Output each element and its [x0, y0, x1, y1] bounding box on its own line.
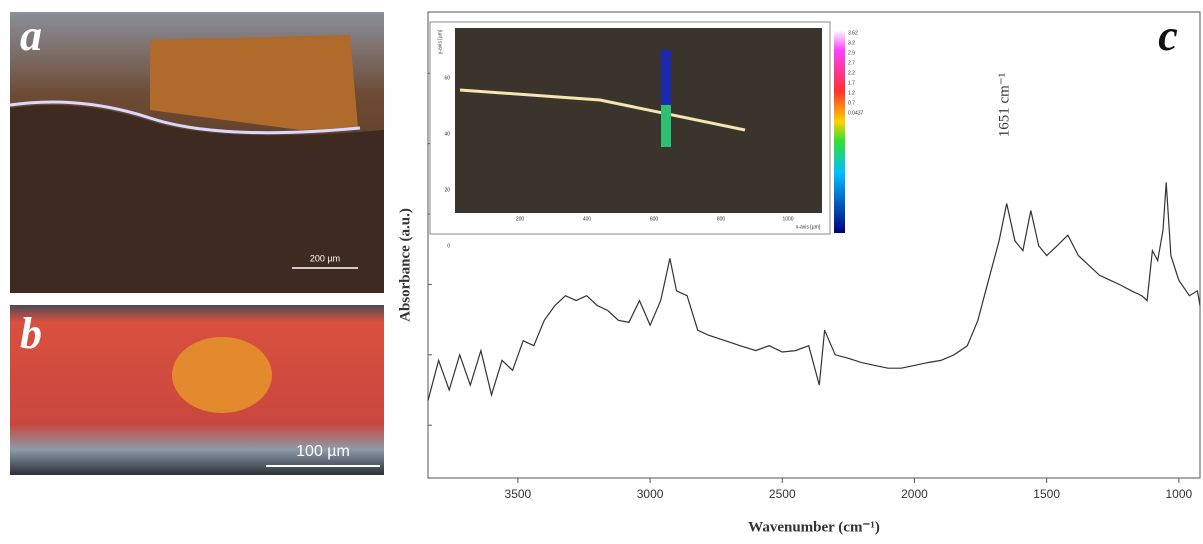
- y-axis-label: Absorbance (a.u.): [397, 208, 413, 322]
- inset-y-axis-label: y-axis [µm]: [437, 29, 443, 54]
- inset-x-tick-label: 600: [650, 216, 659, 222]
- colorbar-tick-label: 2.9: [848, 50, 855, 56]
- colorbar-tick-label: 0.7: [848, 100, 855, 106]
- spectrum-line: [427, 182, 1201, 401]
- inset: [429, 21, 845, 235]
- colorbar-tick-label: 1.7: [848, 80, 855, 86]
- scale-bar-label: 100 µm: [296, 443, 350, 460]
- inset-y-tick-label: 60: [444, 75, 450, 81]
- inset-x-tick-label: 200: [516, 216, 525, 222]
- colorbar-tick-label: 1.2: [848, 90, 855, 96]
- x-tick-label: 2000: [901, 487, 928, 501]
- panel-label: c: [1158, 11, 1178, 60]
- particle: [172, 337, 272, 413]
- layer-line: [459, 88, 746, 132]
- x-tick-label: 1500: [1033, 487, 1060, 501]
- colorbar-tick-label: 2.2: [848, 70, 855, 76]
- plot-frame: [427, 11, 1201, 479]
- colorbar-tick-label: 2.7: [848, 60, 855, 66]
- x-axis-label: Wavenumber (cm⁻¹): [748, 519, 880, 535]
- inset-y-tick-label: 20: [444, 187, 450, 193]
- layer: [150, 35, 358, 130]
- colorbar-tick-label: 3.2: [848, 40, 855, 46]
- panel-label: a: [20, 11, 42, 60]
- colorbar-tick-label: 0.0437: [848, 110, 864, 116]
- inset-x-axis-label: x-axis [µm]: [796, 224, 821, 230]
- inset-image: [455, 28, 822, 213]
- colorbar-tick-label: 3.62: [848, 30, 858, 36]
- annotation: 1651 cm⁻¹: [996, 73, 1012, 138]
- x-tick-label: 2500: [769, 487, 796, 501]
- map-strip: [661, 50, 671, 105]
- inset-y-tick-label: 0: [447, 243, 450, 249]
- x-tick-label: 3000: [637, 487, 664, 501]
- scale-bar-label: 200 µm: [310, 253, 340, 263]
- inset-x-tick-label: 400: [583, 216, 592, 222]
- inset-y-tick-label: 40: [444, 131, 450, 137]
- panel-label: b: [20, 309, 42, 358]
- layer-line: [9, 100, 361, 135]
- x-tick-label: 1000: [1165, 487, 1192, 501]
- substrate: [10, 104, 384, 293]
- colorbar: [834, 30, 845, 233]
- inset-x-tick-label: 800: [717, 216, 726, 222]
- x-tick-label: 3500: [505, 487, 532, 501]
- map-strip: [661, 105, 671, 147]
- inset-x-tick-label: 1000: [782, 216, 793, 222]
